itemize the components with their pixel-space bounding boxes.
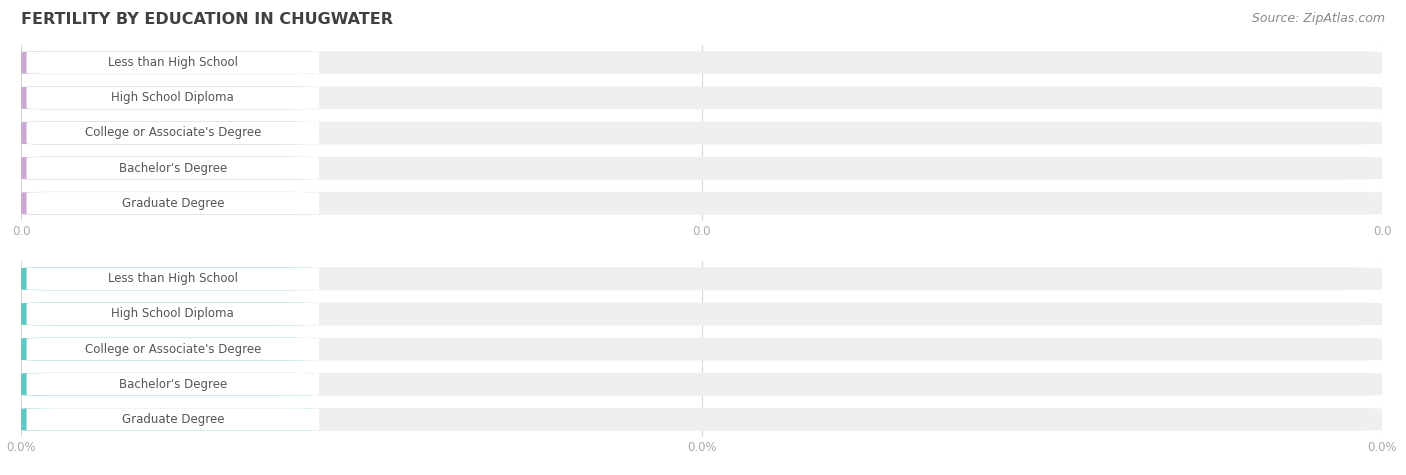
Text: High School Diploma: High School Diploma: [111, 91, 235, 104]
FancyBboxPatch shape: [27, 303, 319, 325]
FancyBboxPatch shape: [21, 86, 314, 109]
Text: 0.0%: 0.0%: [270, 378, 302, 391]
FancyBboxPatch shape: [21, 192, 314, 215]
FancyBboxPatch shape: [27, 373, 319, 396]
FancyBboxPatch shape: [21, 192, 1382, 215]
Text: 0.0%: 0.0%: [270, 342, 302, 356]
FancyBboxPatch shape: [21, 122, 314, 144]
Text: Graduate Degree: Graduate Degree: [121, 413, 224, 426]
FancyBboxPatch shape: [21, 51, 1382, 74]
FancyBboxPatch shape: [21, 122, 1382, 144]
FancyBboxPatch shape: [21, 373, 1382, 396]
FancyBboxPatch shape: [21, 267, 314, 290]
Text: 0.0: 0.0: [283, 126, 302, 140]
Text: Less than High School: Less than High School: [108, 56, 238, 69]
FancyBboxPatch shape: [21, 408, 314, 431]
Text: 0.0: 0.0: [283, 56, 302, 69]
FancyBboxPatch shape: [27, 267, 319, 290]
FancyBboxPatch shape: [27, 86, 319, 109]
Text: Source: ZipAtlas.com: Source: ZipAtlas.com: [1251, 12, 1385, 25]
FancyBboxPatch shape: [27, 51, 319, 74]
Text: Bachelor's Degree: Bachelor's Degree: [118, 162, 226, 175]
FancyBboxPatch shape: [21, 267, 1382, 290]
FancyBboxPatch shape: [27, 408, 319, 431]
Text: Graduate Degree: Graduate Degree: [121, 197, 224, 210]
FancyBboxPatch shape: [21, 408, 1382, 431]
FancyBboxPatch shape: [21, 373, 314, 396]
Text: 0.0: 0.0: [283, 162, 302, 175]
FancyBboxPatch shape: [21, 303, 314, 325]
FancyBboxPatch shape: [21, 303, 1382, 325]
Text: 0.0%: 0.0%: [270, 272, 302, 285]
Text: Bachelor's Degree: Bachelor's Degree: [118, 378, 226, 391]
Text: 0.0%: 0.0%: [270, 307, 302, 321]
Text: Less than High School: Less than High School: [108, 272, 238, 285]
Text: FERTILITY BY EDUCATION IN CHUGWATER: FERTILITY BY EDUCATION IN CHUGWATER: [21, 12, 394, 27]
FancyBboxPatch shape: [27, 338, 319, 361]
FancyBboxPatch shape: [21, 157, 314, 180]
FancyBboxPatch shape: [27, 122, 319, 144]
FancyBboxPatch shape: [21, 86, 1382, 109]
FancyBboxPatch shape: [21, 157, 1382, 180]
FancyBboxPatch shape: [21, 338, 314, 361]
FancyBboxPatch shape: [27, 192, 319, 215]
Text: 0.0: 0.0: [283, 197, 302, 210]
FancyBboxPatch shape: [21, 338, 1382, 361]
Text: 0.0: 0.0: [283, 91, 302, 104]
Text: High School Diploma: High School Diploma: [111, 307, 235, 321]
Text: College or Associate's Degree: College or Associate's Degree: [84, 342, 262, 356]
Text: College or Associate's Degree: College or Associate's Degree: [84, 126, 262, 140]
FancyBboxPatch shape: [27, 157, 319, 180]
FancyBboxPatch shape: [21, 51, 314, 74]
Text: 0.0%: 0.0%: [270, 413, 302, 426]
